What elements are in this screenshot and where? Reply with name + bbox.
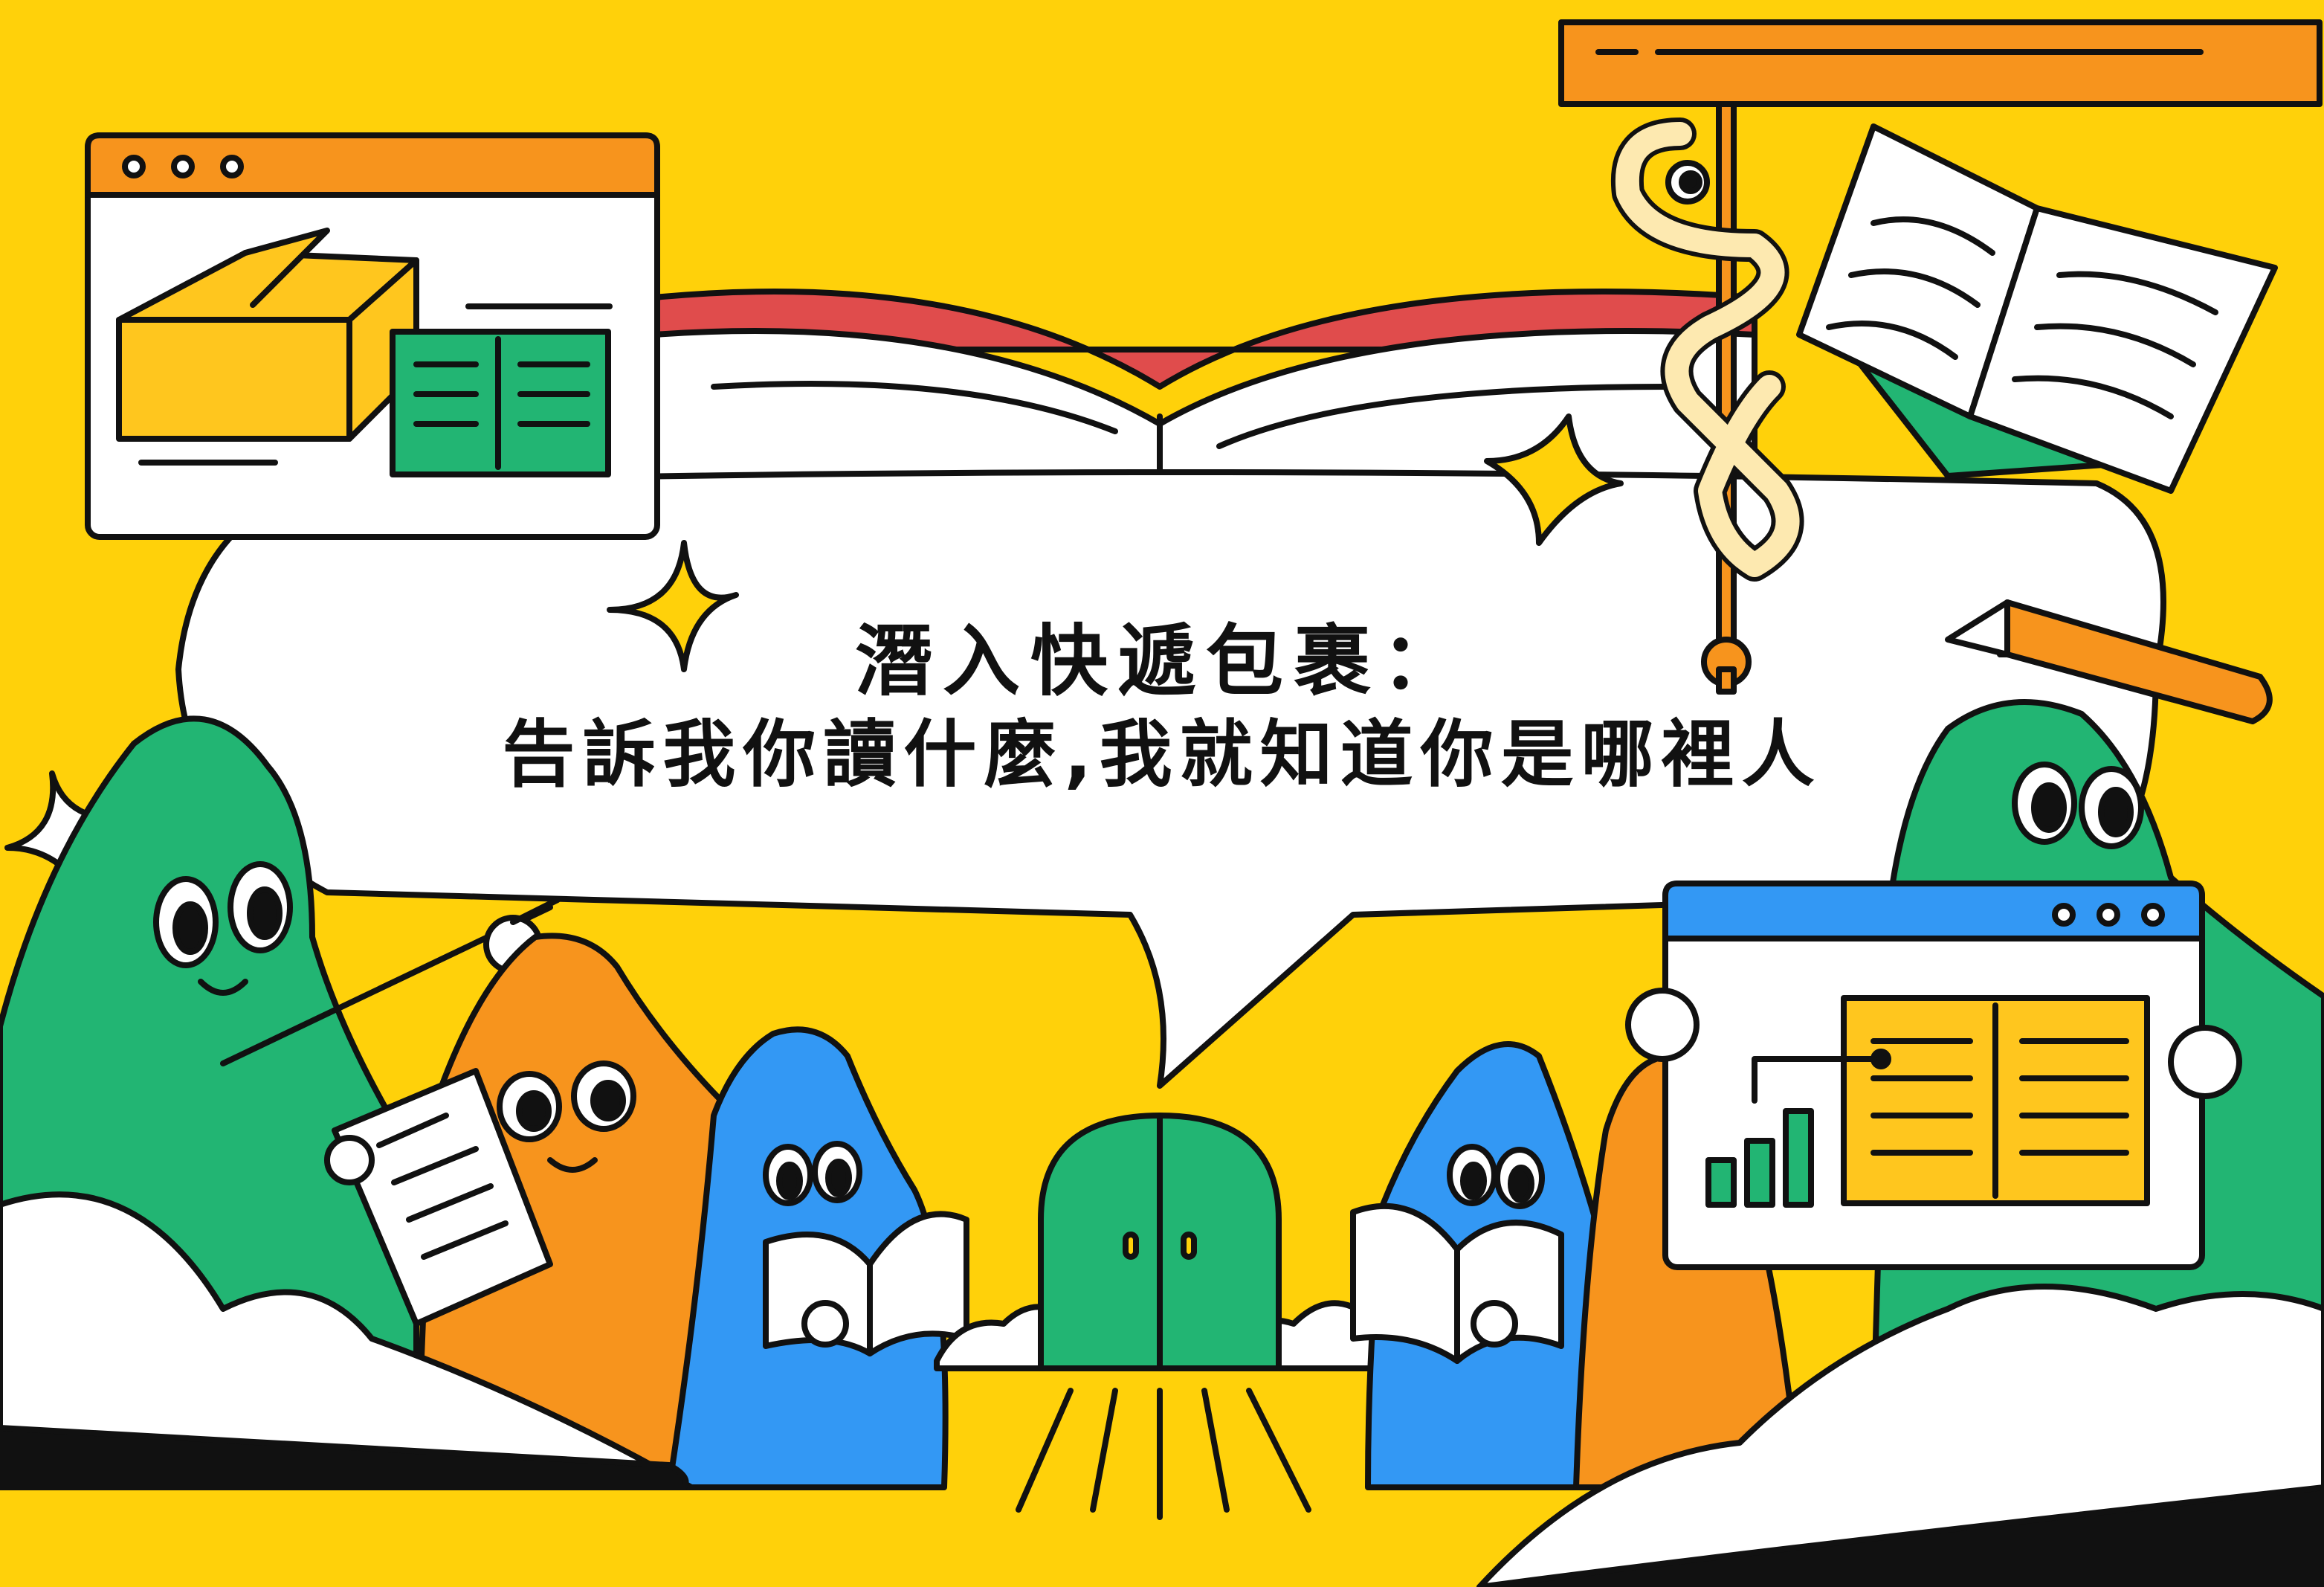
paper-sheet-icon (324, 1068, 553, 1327)
blue-character (1350, 1041, 1631, 1490)
title-line-1: 潛入快遞包裹： (854, 615, 1469, 706)
open-book-icon (1796, 123, 2278, 494)
bar-chart-icon (1705, 1108, 1814, 1208)
sparkle-icon (607, 540, 739, 672)
cloud (0, 1191, 694, 1490)
browser-window-icon (85, 132, 660, 540)
orange-character (324, 933, 750, 1490)
package-box-icon (116, 228, 419, 442)
open-book-icon (1350, 1203, 1564, 1364)
light-rays (1016, 1388, 1311, 1520)
browser-window-icon (1625, 881, 2242, 1270)
pencil-icon (1945, 599, 2273, 724)
door-icon (1038, 1113, 1282, 1371)
floor-band (1476, 1484, 2324, 1587)
snake-on-pole-icon (1610, 94, 1804, 695)
floor-band (0, 1425, 689, 1490)
blue-character (666, 1026, 969, 1490)
open-book-icon (763, 1211, 969, 1356)
title-line-2: 告訴我你讀什麼,我就知道你是哪裡人 (502, 712, 1822, 797)
sparkle-icon (1484, 413, 1624, 546)
title-block: 潛入快遞包裹： 告訴我你讀什麼,我就知道你是哪裡人 (268, 550, 2056, 863)
hanging-sign (1558, 19, 2323, 107)
